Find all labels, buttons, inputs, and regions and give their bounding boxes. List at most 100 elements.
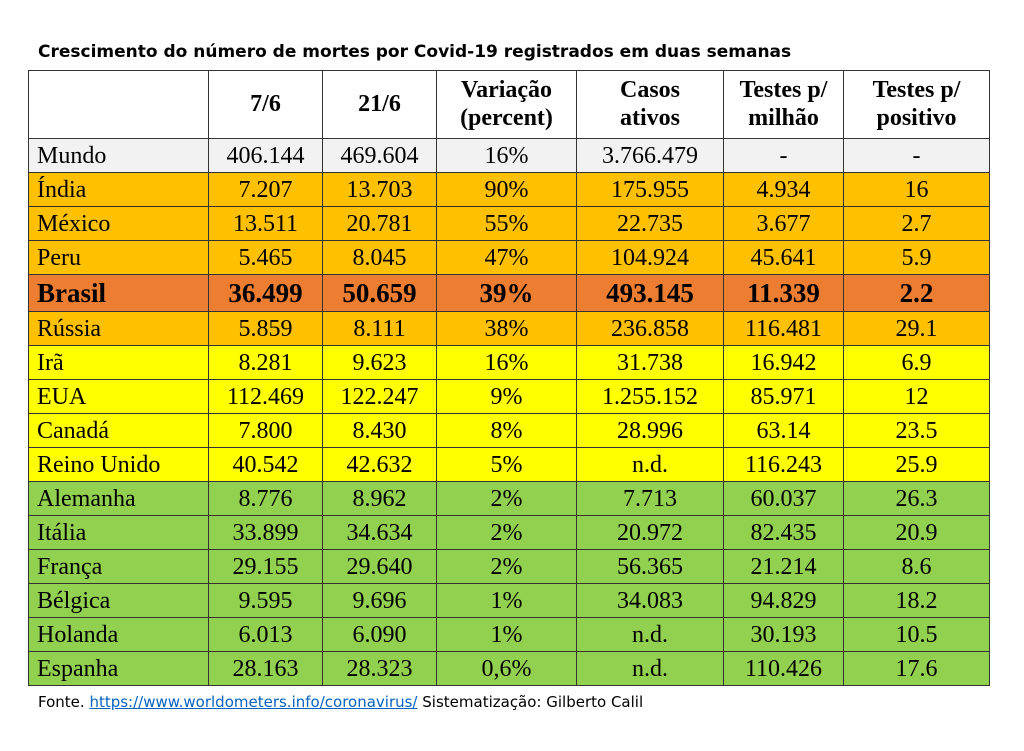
cell-tests-per-million: - (723, 138, 844, 173)
cell-deaths-date-2: 9.696 (322, 583, 437, 618)
cell-variation: 39% (436, 274, 577, 312)
cell-tests-per-million: 16.942 (723, 345, 844, 380)
cell-tests-per-million: 4.934 (723, 172, 844, 207)
cell-tests-per-positive: 16 (843, 172, 990, 207)
cell-tests-per-positive: - (843, 138, 990, 173)
cell-active-cases: 236.858 (576, 311, 724, 346)
cell-tests-per-positive: 20.9 (843, 515, 990, 550)
table-row: Peru 5.465 8.045 47% 104.924 45.641 5.9 (28, 240, 990, 275)
header-tests-per-million: Testes p/milhão (723, 70, 844, 139)
cell-variation: 16% (436, 345, 577, 380)
cell-tests-per-positive: 10.5 (843, 617, 990, 652)
cell-active-cases: 31.738 (576, 345, 724, 380)
header-active-cases: Casos ativos (576, 70, 724, 139)
cell-deaths-date-2: 34.634 (322, 515, 437, 550)
cell-deaths-date-1: 40.542 (208, 447, 323, 482)
cell-tests-per-million: 94.829 (723, 583, 844, 618)
source-prefix: Fonte. (38, 693, 85, 711)
cell-deaths-date-1: 7.207 (208, 172, 323, 207)
source-link[interactable]: https://www.worldometers.info/coronaviru… (89, 693, 418, 711)
cell-tests-per-positive: 5.9 (843, 240, 990, 275)
cell-variation: 90% (436, 172, 577, 207)
cell-deaths-date-2: 13.703 (322, 172, 437, 207)
cell-deaths-date-2: 20.781 (322, 206, 437, 241)
cell-country: Reino Unido (28, 447, 209, 482)
cell-variation: 2% (436, 481, 577, 516)
table-row: EUA 112.469 122.247 9% 1.255.152 85.971 12 (28, 379, 990, 414)
cell-country: Canadá (28, 413, 209, 448)
cell-variation: 9% (436, 379, 577, 414)
header-tests-per-positive: Testes p/positivo (843, 70, 990, 139)
cell-deaths-date-1: 29.155 (208, 549, 323, 584)
cell-deaths-date-2: 469.604 (322, 138, 437, 173)
cell-deaths-date-1: 406.144 (208, 138, 323, 173)
cell-tests-per-million: 82.435 (723, 515, 844, 550)
cell-deaths-date-2: 29.640 (322, 549, 437, 584)
cell-deaths-date-2: 42.632 (322, 447, 437, 482)
cell-variation: 47% (436, 240, 577, 275)
header-variation: Variação (percent) (436, 70, 577, 139)
covid-deaths-table: 7/6 21/6 Variação (percent) Casos ativos T… (28, 70, 990, 686)
cell-tests-per-million: 60.037 (723, 481, 844, 516)
cell-deaths-date-1: 28.163 (208, 651, 323, 686)
cell-country: Mundo (28, 138, 209, 173)
cell-tests-per-positive: 2.2 (843, 274, 990, 312)
cell-active-cases: 34.083 (576, 583, 724, 618)
cell-active-cases: 20.972 (576, 515, 724, 550)
cell-country: Holanda (28, 617, 209, 652)
table-row: Bélgica 9.595 9.696 1% 34.083 94.829 18.2 (28, 583, 990, 618)
cell-country: Itália (28, 515, 209, 550)
cell-active-cases: 493.145 (576, 274, 724, 312)
table-row: Irã 8.281 9.623 16% 31.738 16.942 6.9 (28, 345, 990, 380)
cell-country: Peru (28, 240, 209, 275)
table-row: Holanda 6.013 6.090 1% n.d. 30.193 10.5 (28, 617, 990, 652)
cell-deaths-date-1: 5.465 (208, 240, 323, 275)
cell-country: Bélgica (28, 583, 209, 618)
cell-tests-per-million: 45.641 (723, 240, 844, 275)
cell-deaths-date-1: 7.800 (208, 413, 323, 448)
cell-active-cases: 22.735 (576, 206, 724, 241)
cell-tests-per-positive: 18.2 (843, 583, 990, 618)
header-country (28, 70, 209, 139)
cell-variation: 8% (436, 413, 577, 448)
table-row: Reino Unido 40.542 42.632 5% n.d. 116.243 25.9 (28, 447, 990, 482)
cell-country: Irã (28, 345, 209, 380)
cell-tests-per-positive: 8.6 (843, 549, 990, 584)
cell-active-cases: n.d. (576, 651, 724, 686)
cell-active-cases: 104.924 (576, 240, 724, 275)
header-row: 7/6 21/6 Variação (percent) Casos ativos T… (28, 70, 990, 139)
cell-variation: 5% (436, 447, 577, 482)
cell-variation: 1% (436, 617, 577, 652)
cell-active-cases: 3.766.479 (576, 138, 724, 173)
source-suffix: Sistematização: Gilberto Calil (422, 693, 644, 711)
cell-tests-per-million: 85.971 (723, 379, 844, 414)
table-row: Itália 33.899 34.634 2% 20.972 82.435 20.9 (28, 515, 990, 550)
cell-deaths-date-2: 122.247 (322, 379, 437, 414)
cell-tests-per-positive: 6.9 (843, 345, 990, 380)
cell-deaths-date-1: 33.899 (208, 515, 323, 550)
cell-deaths-date-1: 9.595 (208, 583, 323, 618)
cell-tests-per-million: 30.193 (723, 617, 844, 652)
table-row: Mundo 406.144 469.604 16% 3.766.479- - (28, 138, 990, 173)
cell-tests-per-positive: 12 (843, 379, 990, 414)
cell-country: EUA (28, 379, 209, 414)
cell-country: Espanha (28, 651, 209, 686)
cell-deaths-date-2: 8.962 (322, 481, 437, 516)
cell-tests-per-million: 110.426 (723, 651, 844, 686)
cell-tests-per-million: 11.339 (723, 274, 844, 312)
cell-variation: 55% (436, 206, 577, 241)
cell-active-cases: 1.255.152 (576, 379, 724, 414)
cell-tests-per-million: 63.14 (723, 413, 844, 448)
cell-tests-per-positive: 17.6 (843, 651, 990, 686)
cell-tests-per-million: 3.677 (723, 206, 844, 241)
table-row: México 13.511 20.781 55% 22.735 3.677 2.7 (28, 206, 990, 241)
cell-country: Rússia (28, 311, 209, 346)
cell-deaths-date-2: 9.623 (322, 345, 437, 380)
cell-deaths-date-1: 5.859 (208, 311, 323, 346)
cell-active-cases: n.d. (576, 617, 724, 652)
cell-variation: 2% (436, 549, 577, 584)
cell-tests-per-positive: 29.1 (843, 311, 990, 346)
cell-country: Brasil (28, 274, 209, 312)
cell-deaths-date-2: 8.430 (322, 413, 437, 448)
cell-deaths-date-2: 8.045 (322, 240, 437, 275)
